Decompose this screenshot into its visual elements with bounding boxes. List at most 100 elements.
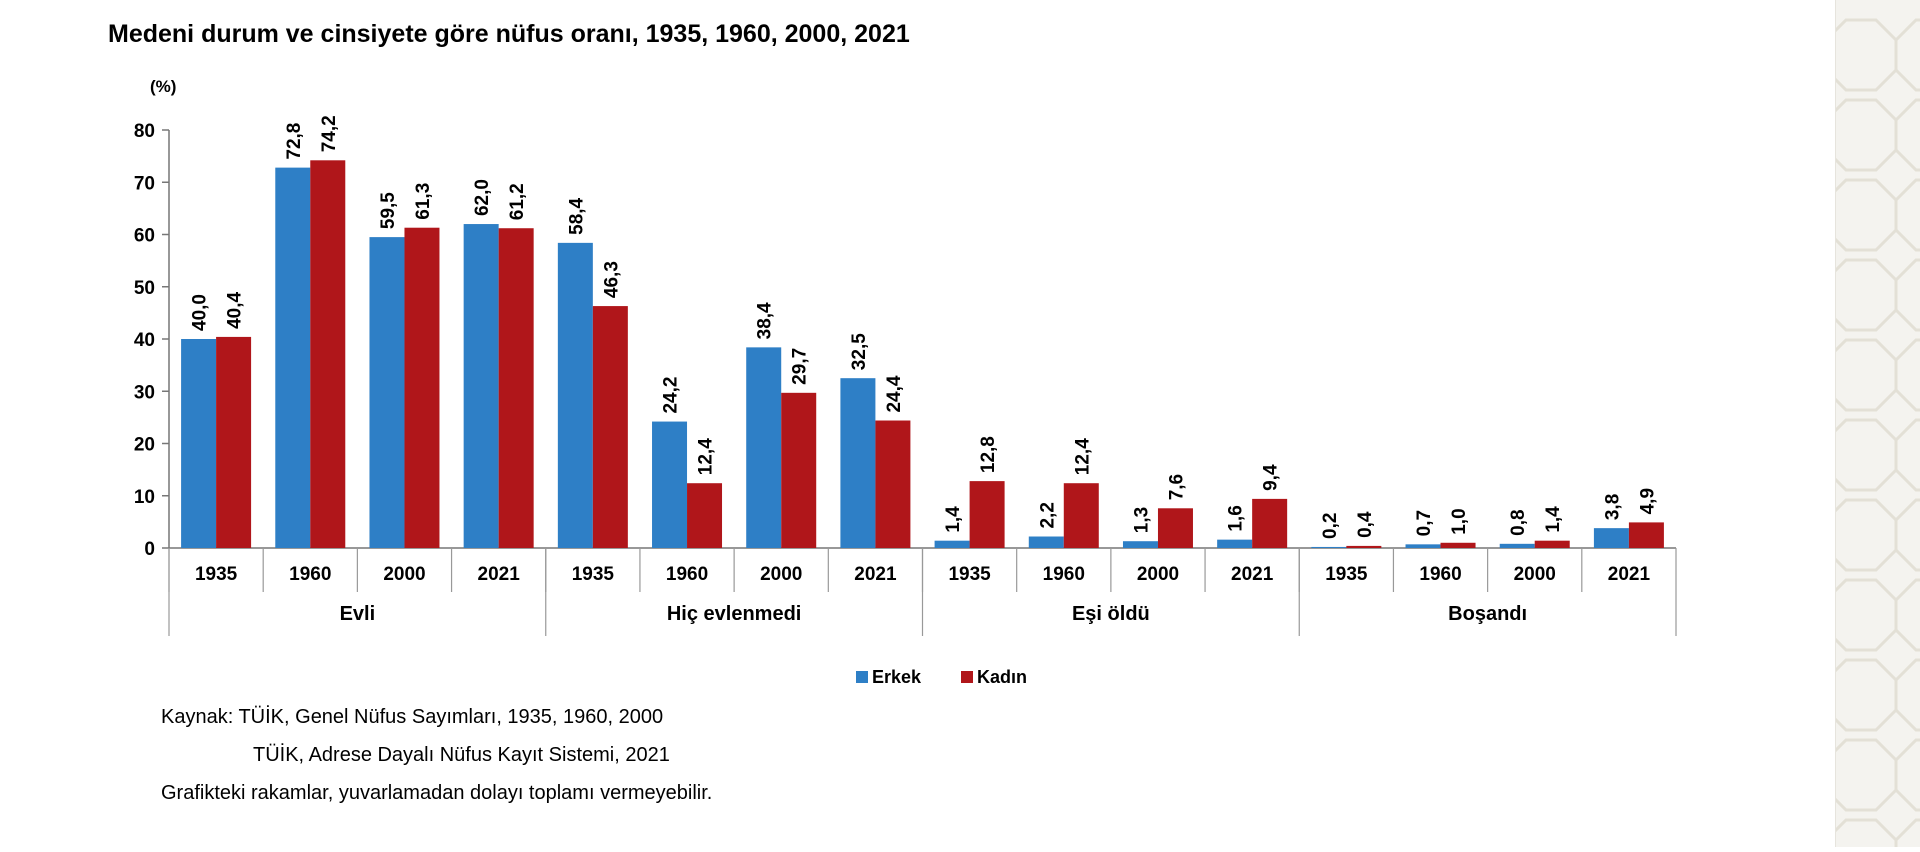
bar-erkek — [463, 224, 499, 549]
y-tick-label: 20 — [134, 435, 155, 456]
bar-kadin — [1252, 498, 1288, 548]
x-year-label: 1935 — [572, 564, 615, 585]
data-label-kadin: 4,9 — [1637, 488, 1658, 514]
data-label-kadin: 12,4 — [1072, 438, 1093, 475]
side-pattern-shape — [1894, 738, 1920, 812]
bar-erkek — [1122, 541, 1158, 548]
bar-erkek — [369, 237, 405, 549]
x-year-label: 1960 — [289, 564, 331, 585]
y-tick-label: 40 — [134, 330, 155, 351]
bar-erkek — [746, 347, 782, 548]
side-pattern-shape — [1894, 98, 1920, 172]
bar-kadin — [1440, 542, 1476, 548]
side-pattern-shape — [1824, 418, 1898, 492]
side-pattern-shape — [1894, 338, 1920, 412]
y-tick-label: 30 — [134, 382, 155, 403]
data-label-erkek: 2,2 — [1037, 502, 1058, 528]
side-pattern-shape — [1824, 578, 1898, 652]
bar-kadin — [498, 228, 534, 549]
x-year-label: 2021 — [1608, 564, 1651, 585]
side-pattern-shape — [1824, 738, 1898, 812]
bar-kadin — [969, 481, 1005, 548]
bar-erkek — [840, 378, 876, 548]
chart-title: Medeni durum ve cinsiyete göre nüfus ora… — [108, 20, 910, 48]
data-label-erkek: 0,2 — [1320, 513, 1341, 539]
x-year-label: 1960 — [1043, 564, 1085, 585]
side-pattern-shape — [1894, 178, 1920, 252]
y-tick-label: 50 — [134, 278, 155, 299]
side-pattern-shape — [1894, 18, 1920, 92]
side-pattern-shape — [1894, 418, 1920, 492]
side-pattern-shape — [1824, 818, 1898, 852]
data-label-erkek: 72,8 — [284, 123, 305, 160]
data-label-erkek: 0,8 — [1508, 509, 1529, 535]
source-note: Grafikteki rakamlar, yuvarlamadan dolayı… — [161, 782, 713, 804]
data-label-erkek: 3,8 — [1602, 494, 1623, 520]
data-label-erkek: 62,0 — [472, 179, 493, 216]
y-tick-label: 0 — [144, 539, 155, 560]
x-year-label: 2000 — [1514, 564, 1556, 585]
data-label-erkek: 0,7 — [1414, 510, 1435, 536]
bar-kadin — [781, 392, 817, 548]
data-label-erkek: 40,0 — [190, 294, 211, 331]
x-group-label: Eşi öldü — [1072, 603, 1150, 625]
data-label-kadin: 46,3 — [601, 261, 622, 298]
data-label-kadin: 0,4 — [1355, 511, 1376, 538]
bar-erkek — [181, 339, 217, 548]
x-group-label: Hiç evlenmedi — [667, 603, 802, 625]
y-tick-label: 60 — [134, 226, 155, 247]
side-pattern-shape — [1824, 18, 1898, 92]
data-label-kadin: 1,0 — [1449, 508, 1470, 534]
bar-erkek — [1311, 546, 1347, 548]
x-group-label: Evli — [340, 603, 376, 625]
side-pattern-shape — [1824, 178, 1898, 252]
bar-erkek — [1217, 539, 1253, 548]
data-label-kadin: 40,4 — [225, 291, 246, 328]
x-year-label: 1935 — [195, 564, 238, 585]
bar-erkek — [1499, 543, 1535, 548]
bar-kadin — [1628, 522, 1664, 548]
legend-label-erkek: Erkek — [872, 667, 922, 687]
bar-kadin — [1534, 540, 1570, 548]
data-label-kadin: 29,7 — [790, 348, 811, 385]
x-year-label: 2021 — [854, 564, 897, 585]
data-label-kadin: 12,8 — [978, 436, 999, 473]
data-label-erkek: 32,5 — [849, 333, 870, 370]
bar-kadin — [216, 336, 252, 548]
data-label-kadin: 7,6 — [1166, 474, 1187, 500]
data-label-erkek: 24,2 — [661, 377, 682, 414]
source-line-1: Kaynak: TÜİK, Genel Nüfus Sayımları, 193… — [161, 706, 664, 728]
bar-erkek — [1405, 544, 1441, 548]
bar-erkek — [557, 242, 593, 549]
data-label-erkek: 38,4 — [755, 302, 776, 339]
data-label-kadin: 74,2 — [319, 115, 340, 152]
bar-kadin — [875, 420, 911, 548]
x-year-label: 2000 — [760, 564, 802, 585]
side-pattern-shape — [1824, 98, 1898, 172]
bar-kadin — [1157, 508, 1193, 548]
data-label-erkek: 58,4 — [566, 197, 587, 234]
y-tick-label: 10 — [134, 487, 155, 508]
data-label-erkek: 1,4 — [943, 506, 964, 533]
bar-kadin — [1346, 545, 1382, 548]
side-pattern-shape — [1824, 338, 1898, 412]
data-label-erkek: 1,6 — [1226, 505, 1247, 531]
data-label-kadin: 24,4 — [884, 375, 905, 412]
x-year-label: 1960 — [1419, 564, 1461, 585]
bar-erkek — [1028, 536, 1064, 548]
y-tick-label: 80 — [134, 121, 155, 142]
legend-swatch-kadin — [961, 671, 973, 683]
bar-kadin — [1063, 483, 1099, 548]
x-year-label: 1960 — [666, 564, 708, 585]
source-line-2: TÜİK, Adrese Dayalı Nüfus Kayıt Sistemi,… — [253, 744, 670, 766]
side-pattern-shape — [1824, 258, 1898, 332]
data-label-erkek: 1,3 — [1131, 507, 1152, 533]
bar-erkek — [275, 167, 311, 548]
data-label-kadin: 1,4 — [1543, 506, 1564, 533]
side-pattern-shape — [1894, 498, 1920, 572]
legend-swatch-erkek — [856, 671, 868, 683]
side-pattern-shape — [1894, 658, 1920, 732]
bar-kadin — [404, 227, 440, 548]
